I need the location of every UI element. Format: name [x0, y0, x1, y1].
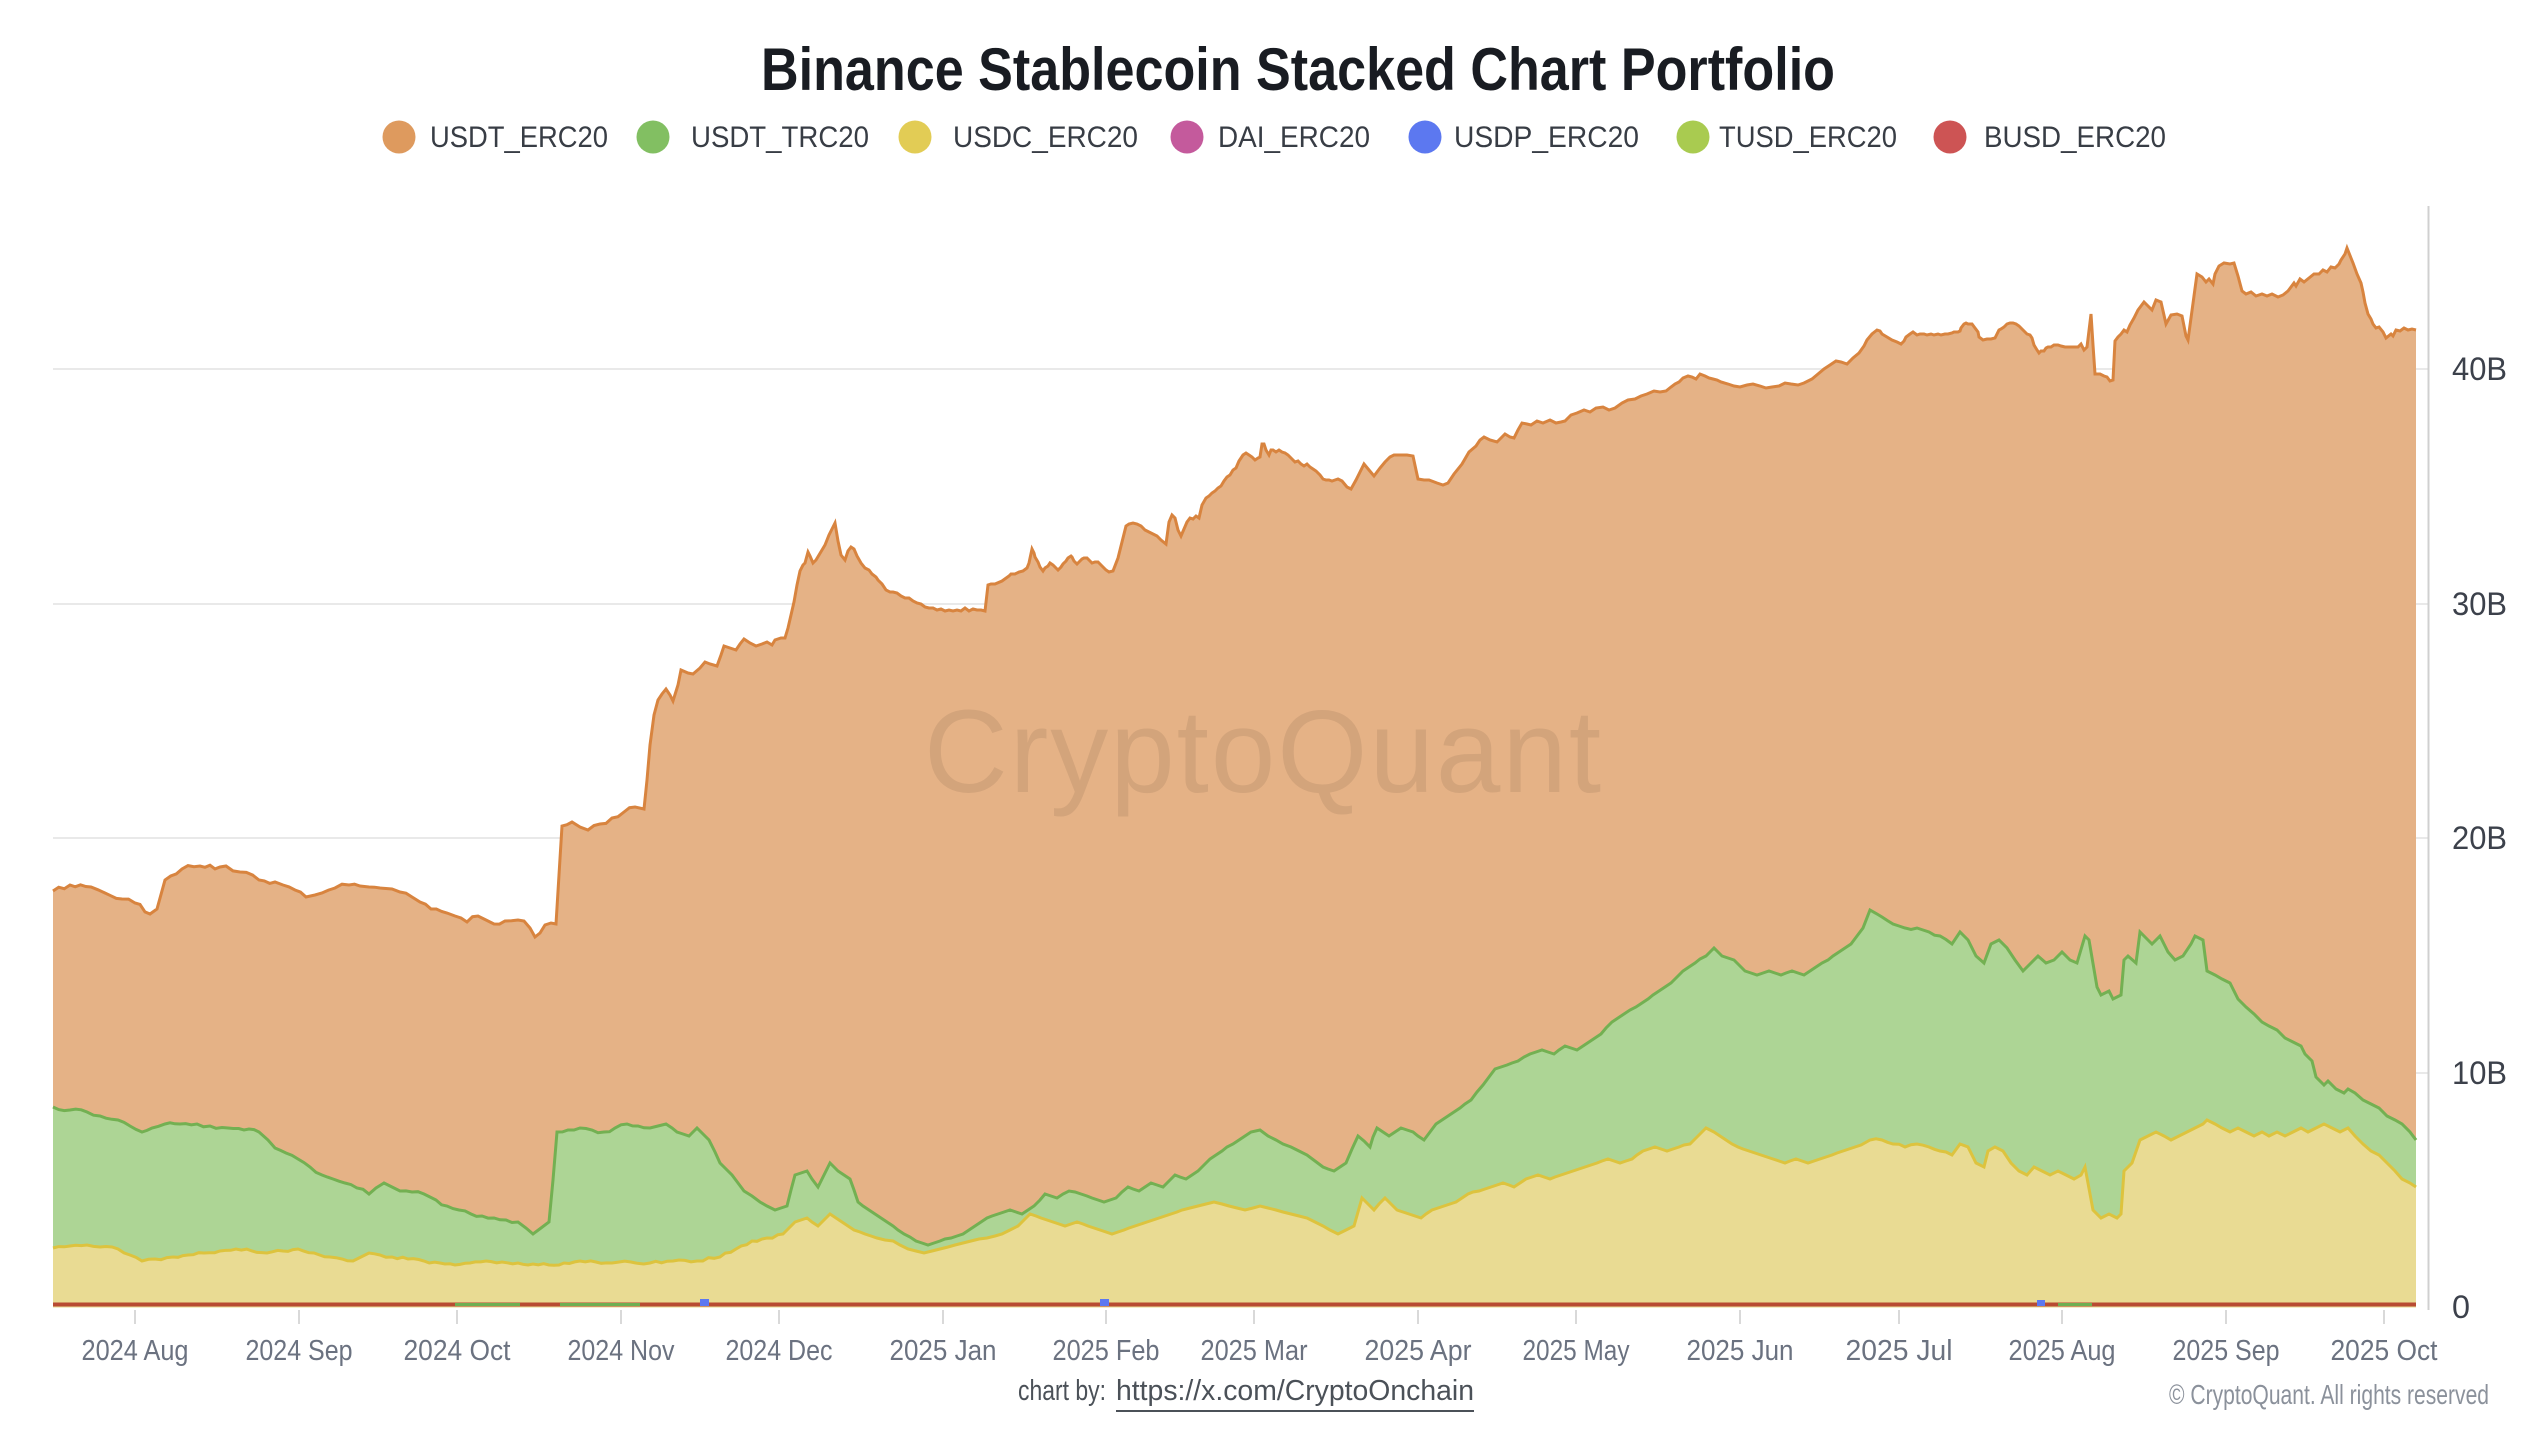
svg-text:2025 Sep: 2025 Sep [2173, 1335, 2280, 1367]
svg-text:2025 Jun: 2025 Jun [1687, 1335, 1794, 1367]
svg-text:TUSD_ERC20: TUSD_ERC20 [1719, 121, 1897, 154]
svg-text:10B: 10B [2452, 1055, 2507, 1091]
svg-text:0: 0 [2452, 1289, 2470, 1325]
svg-text:USDP_ERC20: USDP_ERC20 [1454, 121, 1639, 154]
svg-text:© CryptoQuant. All rights rese: © CryptoQuant. All rights reserved [2169, 1379, 2489, 1410]
svg-text:2024 Sep: 2024 Sep [246, 1335, 353, 1367]
svg-text:2025 Apr: 2025 Apr [1365, 1335, 1472, 1367]
svg-text:30B: 30B [2452, 586, 2507, 622]
svg-text:2024 Aug: 2024 Aug [82, 1335, 189, 1367]
svg-text:2025 Jan: 2025 Jan [890, 1335, 997, 1367]
svg-text:40B: 40B [2452, 351, 2507, 387]
svg-text:2024 Oct: 2024 Oct [404, 1335, 511, 1367]
svg-text:20B: 20B [2452, 820, 2507, 856]
svg-text:Binance Stablecoin Stacked Cha: Binance Stablecoin Stacked Chart Portfol… [761, 36, 1835, 103]
svg-text:USDC_ERC20: USDC_ERC20 [953, 121, 1138, 154]
svg-text:CryptoQuant: CryptoQuant [924, 686, 1603, 818]
svg-text:https://x.com/CryptoOnchain: https://x.com/CryptoOnchain [1116, 1375, 1474, 1407]
svg-text:2024 Dec: 2024 Dec [726, 1335, 833, 1367]
svg-text:BUSD_ERC20: BUSD_ERC20 [1984, 121, 2166, 154]
svg-text:2024 Nov: 2024 Nov [568, 1335, 675, 1367]
svg-text:2025 Oct: 2025 Oct [2331, 1335, 2438, 1367]
svg-text:2025 May: 2025 May [1523, 1335, 1630, 1367]
svg-text:USDT_TRC20: USDT_TRC20 [691, 121, 869, 154]
svg-text:chart by:: chart by: [1018, 1375, 1106, 1407]
svg-text:DAI_ERC20: DAI_ERC20 [1218, 121, 1370, 154]
svg-text:2025 Jul: 2025 Jul [1846, 1335, 1953, 1367]
svg-text:2025 Mar: 2025 Mar [1201, 1335, 1308, 1367]
svg-text:2025 Aug: 2025 Aug [2009, 1335, 2116, 1367]
svg-text:USDT_ERC20: USDT_ERC20 [430, 121, 608, 154]
svg-text:2025 Feb: 2025 Feb [1053, 1335, 1160, 1367]
